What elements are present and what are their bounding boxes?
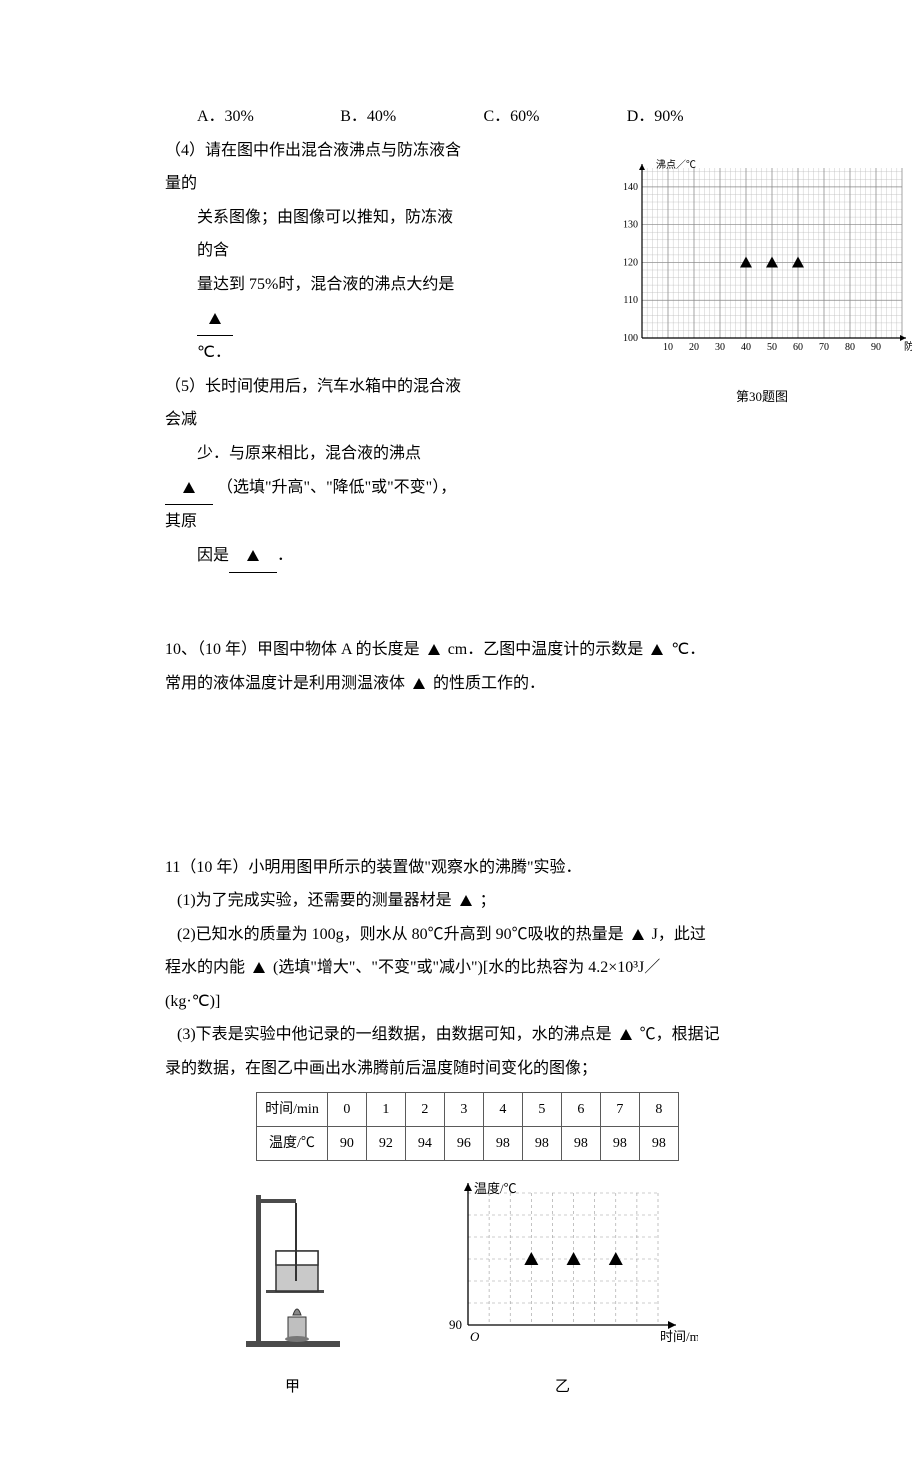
svg-text:50: 50	[767, 342, 777, 353]
q10: 10、（10 年）甲图中物体 A 的长度是 cm．乙图中温度计的示数是 ℃． 常…	[165, 633, 770, 700]
svg-text:O: O	[470, 1329, 480, 1344]
svg-text:90: 90	[871, 342, 881, 353]
q4-line3: 量达到 75%时，混合液的沸点大约是	[197, 268, 465, 336]
chart-yi-svg: 90 O 温度/℃ 时间/min	[428, 1175, 698, 1355]
blank-q5a	[165, 471, 213, 506]
triangle-icon	[183, 482, 195, 493]
svg-text:防冻液含量/%: 防冻液含量/%	[904, 340, 912, 353]
q5-line4: 因是．	[197, 539, 465, 574]
q4-line2: 关系图像；由图像可以推知，防冻液的含	[197, 201, 465, 268]
blank-q4	[197, 302, 233, 337]
svg-text:60: 60	[793, 342, 803, 353]
figures-row: 甲 90 O 温度/℃ 时间/min 乙	[165, 1175, 770, 1403]
triangle-icon	[209, 313, 221, 324]
svg-text:温度/℃: 温度/℃	[474, 1181, 517, 1196]
svg-text:30: 30	[715, 342, 725, 353]
figure-yi: 90 O 温度/℃ 时间/min 乙	[428, 1175, 698, 1403]
triangle-icon	[620, 1029, 632, 1040]
q11-s1: (1)为了完成实验，还需要的测量器材是 ；	[165, 884, 770, 918]
blank-q5b	[229, 539, 277, 574]
triangle-icon	[247, 550, 259, 561]
q11-s2: (2)已知水的质量为 100g，则水从 80℃升高到 90℃吸收的热量是 J，此…	[165, 918, 770, 1019]
figure-jia: 甲	[238, 1185, 348, 1403]
triangle-icon	[428, 644, 440, 655]
table-row: 时间/min012345678	[257, 1092, 679, 1126]
q4-unit: ℃．	[197, 336, 465, 370]
svg-text:110: 110	[623, 295, 638, 306]
q11-s3: (3)下表是实验中他记录的一组数据，由数据可知，水的沸点是 ℃，根据记 录的数据…	[165, 1018, 770, 1085]
svg-text:80: 80	[845, 342, 855, 353]
opt-d: D．90%	[627, 100, 770, 134]
mc-options: A．30% B．40% C．60% D．90%	[197, 100, 770, 134]
svg-text:120: 120	[623, 257, 638, 268]
triangle-icon	[651, 644, 663, 655]
q5-line3: （选填"升高"、"降低"或"不变"），其原	[165, 471, 465, 539]
triangle-icon	[253, 962, 265, 973]
svg-text:20: 20	[689, 342, 699, 353]
triangle-icon	[632, 929, 644, 940]
svg-text:10: 10	[663, 342, 673, 353]
svg-text:70: 70	[819, 342, 829, 353]
triangle-icon	[413, 678, 425, 689]
svg-text:140: 140	[623, 181, 638, 192]
data-table: 时间/min012345678 温度/℃909294969898989898	[256, 1092, 679, 1162]
opt-c: C．60%	[484, 100, 627, 134]
svg-text:100: 100	[623, 333, 638, 344]
svg-text:时间/min: 时间/min	[660, 1329, 698, 1344]
svg-text:沸点／℃: 沸点／℃	[656, 158, 696, 171]
apparatus-svg	[238, 1185, 348, 1355]
svg-text:40: 40	[741, 342, 751, 353]
svg-text:130: 130	[623, 219, 638, 230]
chart-q30-caption: 第30题图	[612, 383, 912, 410]
chart-q30: 100 110 120 130 140 10 20 30 40 50 60 70 80 90 沸点／℃ 防冻液…	[612, 158, 912, 411]
q4-line1: （4）请在图中作出混合液沸点与防冻液含量的	[165, 134, 465, 201]
q11-head: 11（10 年）小明用图甲所示的装置做"观察水的沸腾"实验．	[165, 851, 770, 885]
q5-line1: （5）长时间使用后，汽车水箱中的混合液会减	[165, 370, 465, 437]
caption-jia: 甲	[238, 1372, 348, 1404]
q11: 11（10 年）小明用图甲所示的装置做"观察水的沸腾"实验． (1)为了完成实验…	[165, 851, 770, 1086]
opt-a: A．30%	[197, 100, 340, 134]
chart-q30-svg: 100 110 120 130 140 10 20 30 40 50 60 70 80 90 沸点／℃ 防冻液…	[612, 158, 912, 368]
svg-text:90: 90	[449, 1317, 462, 1332]
q5-line2: 少．与原来相比，混合液的沸点	[197, 437, 465, 471]
opt-b: B．40%	[340, 100, 483, 134]
q4-q5-block: （4）请在图中作出混合液沸点与防冻液含量的 关系图像；由图像可以推知，防冻液的含…	[165, 134, 770, 574]
table-row: 温度/℃909294969898989898	[257, 1127, 679, 1161]
caption-yi: 乙	[428, 1372, 698, 1404]
triangle-icon	[460, 895, 472, 906]
